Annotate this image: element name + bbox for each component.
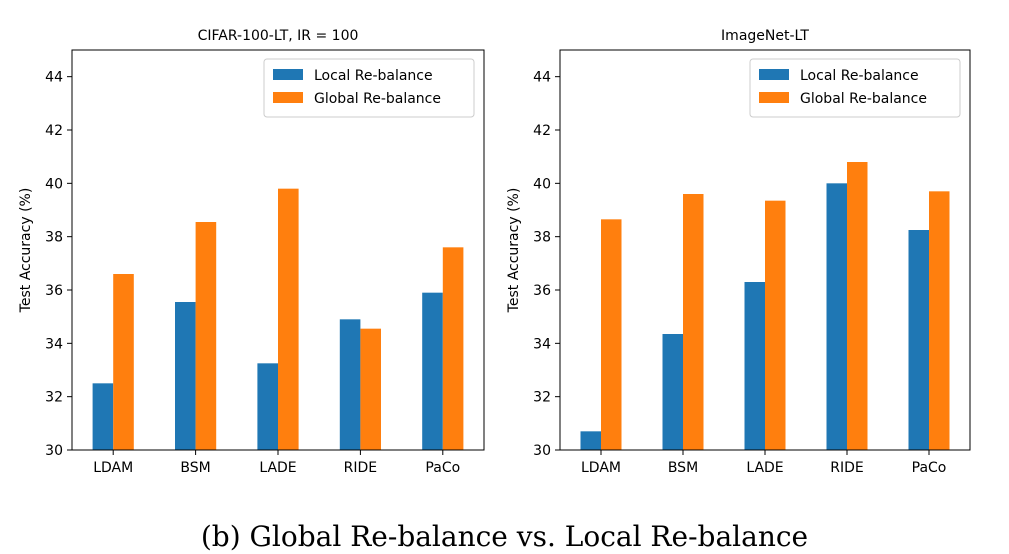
bar-local-bsm xyxy=(175,302,196,450)
legend-swatch-global xyxy=(759,92,789,103)
legend-swatch-local xyxy=(273,69,303,80)
y-tick-label: 38 xyxy=(45,230,63,246)
y-tick-label: 36 xyxy=(533,283,551,299)
legend-swatch-local xyxy=(759,69,789,80)
y-tick-label: 44 xyxy=(45,70,63,86)
legend: Local Re-balance Global Re-balance xyxy=(263,58,475,118)
legend-label-local: Local Re-balance xyxy=(800,68,919,84)
y-axis-label: Test Accuracy (%) xyxy=(506,188,522,314)
y-tick-label: 38 xyxy=(533,230,551,246)
y-tick-label: 42 xyxy=(533,123,551,139)
bar-global-ride xyxy=(847,162,868,450)
x-tick-label: BSM xyxy=(180,460,210,476)
bar-global-bsm xyxy=(683,194,704,450)
bar-local-ride xyxy=(339,319,361,450)
x-tick-label: LDAM xyxy=(581,460,621,476)
chart-cifar: 30 32 34 36 38 40 42 44 LDAM BSM LADE RIDE PaCo CIFAR… xyxy=(18,28,485,476)
figure-caption: (b) Global Re-balance vs. Local Re-balan… xyxy=(200,520,809,553)
bar-local-bsm xyxy=(662,334,683,450)
y-tick-label: 36 xyxy=(45,283,63,299)
x-tick-label: LADE xyxy=(259,460,296,476)
legend-label-local: Local Re-balance xyxy=(314,68,433,84)
x-tick-label: BSM xyxy=(668,460,698,476)
y-tick-label: 34 xyxy=(533,336,551,352)
bar-local-paco xyxy=(422,292,443,450)
bar-global-paco xyxy=(442,247,464,450)
bar-global-lade xyxy=(765,200,786,450)
legend-box xyxy=(263,58,475,118)
y-tick-label: 30 xyxy=(533,443,551,459)
chart-imagenet: 30 32 34 36 38 40 42 44 LDAM BSM LADE RIDE PaCo Image… xyxy=(506,28,971,476)
bar-local-ride xyxy=(826,183,847,450)
y-tick-label: 32 xyxy=(45,390,63,406)
y-tick-label: 40 xyxy=(533,176,551,192)
chart-title: CIFAR-100-LT, IR = 100 xyxy=(198,28,359,44)
x-tick-label: LADE xyxy=(746,460,783,476)
legend-label-global: Global Re-balance xyxy=(314,91,441,107)
y-tick-label: 30 xyxy=(45,443,63,459)
x-tick-label: RIDE xyxy=(830,460,863,476)
bar-global-ldam xyxy=(113,274,134,450)
bar-local-lade xyxy=(257,363,278,450)
x-tick-label: RIDE xyxy=(344,460,377,476)
y-tick-label: 40 xyxy=(45,176,63,192)
y-tick-label: 34 xyxy=(45,336,63,352)
bar-global-ride xyxy=(360,328,381,450)
bar-global-paco xyxy=(929,191,950,450)
bar-local-paco xyxy=(908,230,929,450)
bar-local-ldam xyxy=(92,383,114,450)
bar-global-ldam xyxy=(601,219,622,450)
bar-local-ldam xyxy=(580,431,601,450)
x-tick-label: PaCo xyxy=(425,460,460,476)
x-tick-label: PaCo xyxy=(912,460,947,476)
bar-local-lade xyxy=(744,282,765,450)
x-tick-label: LDAM xyxy=(93,460,133,476)
legend-box xyxy=(749,58,961,118)
y-tick-label: 32 xyxy=(533,390,551,406)
chart-title: ImageNet-LT xyxy=(721,28,809,44)
legend-label-global: Global Re-balance xyxy=(800,91,927,107)
y-tick-label: 44 xyxy=(533,70,551,86)
legend: Local Re-balance Global Re-balance xyxy=(749,58,961,118)
bar-global-lade xyxy=(278,188,299,451)
bar-global-bsm xyxy=(195,222,217,450)
y-tick-label: 42 xyxy=(45,123,63,139)
y-axis-label: Test Accuracy (%) xyxy=(18,188,34,314)
legend-swatch-global xyxy=(273,92,303,103)
